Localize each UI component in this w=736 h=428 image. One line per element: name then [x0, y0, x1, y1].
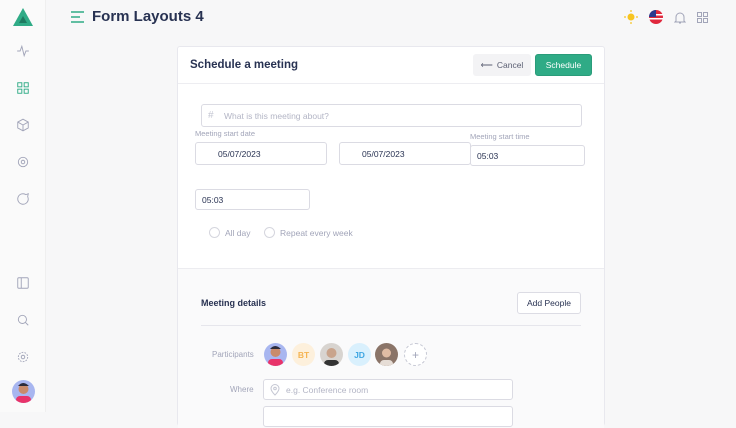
- participant-avatar[interactable]: BT: [292, 343, 315, 366]
- participant-avatar[interactable]: [264, 343, 287, 366]
- where-label: Where: [230, 385, 254, 394]
- arrow-left-icon: ⟵: [480, 59, 493, 70]
- bell-icon[interactable]: [674, 11, 686, 24]
- gear-icon[interactable]: [14, 348, 32, 366]
- sun-icon[interactable]: [624, 10, 638, 24]
- chat-icon[interactable]: [14, 190, 32, 208]
- participants-label: Participants: [212, 350, 254, 359]
- repeat-weekly-radio[interactable]: Repeat every week: [264, 227, 353, 238]
- grid-icon[interactable]: [14, 79, 32, 97]
- start-date-input[interactable]: 05/07/2023: [195, 142, 327, 165]
- next-input[interactable]: [263, 406, 513, 427]
- sidebar: [0, 0, 46, 412]
- plus-icon: +: [411, 347, 419, 362]
- add-people-button[interactable]: Add People: [517, 292, 581, 314]
- topic-input[interactable]: # What is this meeting about?: [201, 104, 582, 127]
- search-icon[interactable]: [14, 311, 32, 329]
- logo-icon[interactable]: [12, 7, 34, 27]
- participant-avatar[interactable]: [375, 343, 398, 366]
- user-avatar[interactable]: [12, 380, 35, 403]
- meeting-details-section: Meeting details Add People Participants …: [178, 268, 604, 428]
- map-pin-icon: [270, 383, 280, 396]
- all-day-label: All day: [225, 227, 251, 238]
- schedule-button[interactable]: Schedule: [535, 54, 592, 76]
- activity-icon[interactable]: [14, 42, 32, 60]
- sidebar-panel-icon[interactable]: [14, 274, 32, 292]
- menu-icon[interactable]: [71, 11, 85, 23]
- divider: [201, 325, 581, 326]
- start-date-label: Meeting start date: [195, 129, 256, 138]
- all-day-radio[interactable]: All day: [209, 227, 251, 238]
- participant-avatar[interactable]: JD: [348, 343, 371, 366]
- cancel-label: Cancel: [496, 60, 524, 70]
- radio-circle: [264, 227, 275, 238]
- start-time-label: Meeting start time: [470, 132, 530, 141]
- topic-placeholder: What is this meeting about?: [224, 110, 329, 121]
- card-title: Schedule a meeting: [190, 59, 299, 71]
- details-title: Meeting details: [201, 298, 267, 308]
- add-participant-button[interactable]: +: [404, 343, 427, 366]
- page-title: Form Layouts 4: [92, 8, 204, 25]
- settings-icon[interactable]: [14, 153, 32, 171]
- apps-icon[interactable]: [697, 11, 708, 23]
- slack-icon: #: [208, 110, 214, 121]
- box-icon[interactable]: [14, 116, 32, 134]
- schedule-meeting-card: Schedule a meeting ⟵ Cancel Schedule # Wh…: [177, 46, 605, 428]
- radio-circle: [209, 227, 220, 238]
- where-input[interactable]: e.g. Conference room: [263, 379, 513, 400]
- us-flag-icon[interactable]: [649, 10, 663, 24]
- end-date-input[interactable]: 05/07/2023: [339, 142, 471, 165]
- participant-avatar[interactable]: [320, 343, 343, 366]
- start-time-input[interactable]: 05:03: [470, 145, 585, 166]
- repeat-label: Repeat every week: [280, 227, 353, 238]
- where-placeholder: e.g. Conference room: [286, 384, 369, 395]
- cancel-button[interactable]: ⟵ Cancel: [473, 54, 531, 76]
- end-time-input[interactable]: 05:03: [195, 189, 310, 210]
